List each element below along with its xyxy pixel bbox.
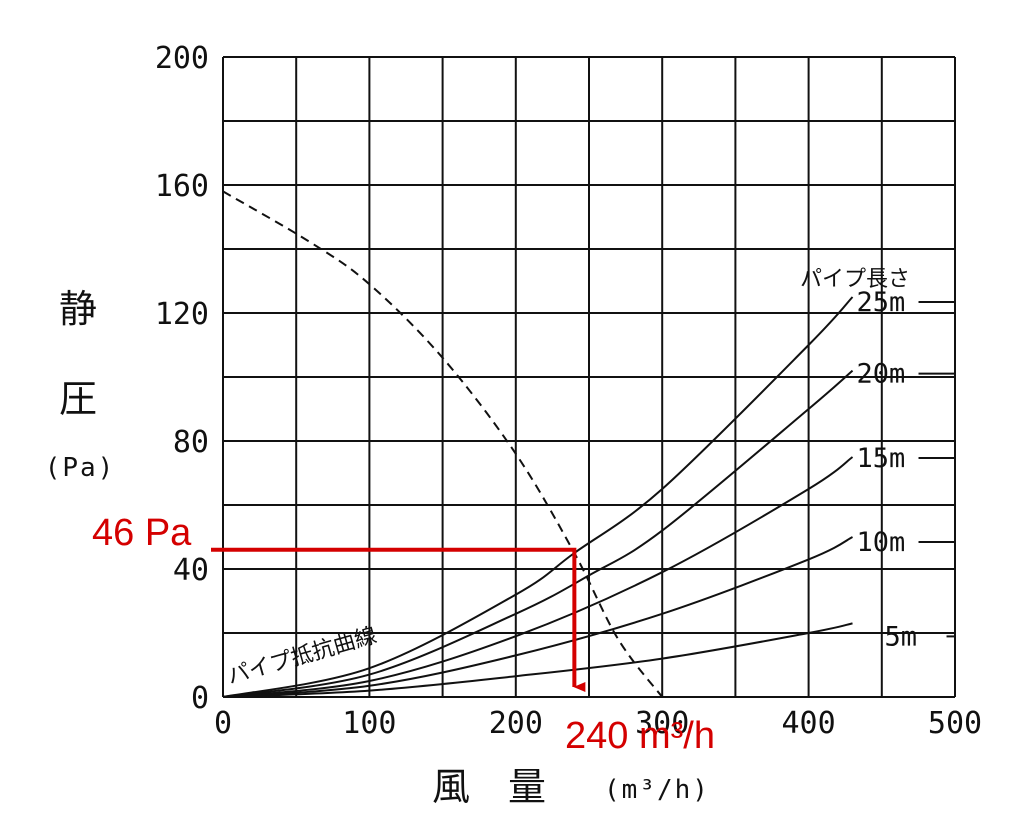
flow-annotation-label: 240 m³/h bbox=[565, 715, 715, 757]
pipe-length-label: 20m bbox=[857, 359, 906, 390]
pipe-curve-20m bbox=[222, 369, 854, 698]
x-tick-labels: 0 100 200 300 400 500 bbox=[214, 706, 982, 741]
y-tick-label: 0 bbox=[191, 681, 209, 716]
pipe-curve-10m bbox=[222, 536, 853, 698]
pipe-curve-25m bbox=[222, 296, 854, 698]
y-axis-unit: (Pa) bbox=[45, 453, 116, 483]
pressure-annotation-label: 46 Pa bbox=[92, 512, 192, 554]
pipe-length-label: 25m bbox=[857, 287, 906, 318]
operating-point-annotation: 46 Pa 240 m³/h bbox=[92, 512, 715, 757]
pipe-length-labels: 25m 20m 15m 10m 5m bbox=[857, 287, 955, 652]
pipe-length-title: パイプ長さ bbox=[800, 267, 910, 292]
x-axis-unit: (m³/h) bbox=[604, 775, 710, 805]
y-tick-labels: 0 40 80 120 160 200 bbox=[155, 41, 209, 716]
y-tick-label: 40 bbox=[173, 553, 209, 588]
pipe-curve-15m bbox=[222, 456, 854, 698]
pipe-curve-5m bbox=[222, 622, 853, 698]
x-tick-label: 500 bbox=[928, 706, 982, 741]
x-tick-label: 400 bbox=[782, 706, 836, 741]
x-tick-label: 100 bbox=[342, 706, 396, 741]
fan-curve-dashed bbox=[222, 190, 663, 698]
x-axis-label: 風 量 bbox=[432, 765, 546, 809]
y-axis-label-char-1: 静 bbox=[59, 287, 97, 331]
pipe-length-label: 10m bbox=[857, 527, 906, 558]
y-tick-label: 160 bbox=[155, 169, 209, 204]
y-axis-label-char-2: 圧 bbox=[59, 377, 97, 421]
y-tick-label: 80 bbox=[173, 425, 209, 460]
y-tick-label: 120 bbox=[155, 297, 209, 332]
grid bbox=[222, 56, 956, 698]
x-tick-label: 300 bbox=[635, 706, 689, 741]
pipe-resistance-curves bbox=[222, 296, 854, 698]
x-tick-label: 0 bbox=[214, 706, 232, 741]
pipe-length-label: 5m bbox=[885, 621, 918, 652]
y-tick-label: 200 bbox=[155, 41, 209, 76]
x-tick-label: 200 bbox=[489, 706, 543, 741]
pipe-length-label: 15m bbox=[857, 443, 906, 474]
operating-point-lines bbox=[211, 547, 586, 692]
